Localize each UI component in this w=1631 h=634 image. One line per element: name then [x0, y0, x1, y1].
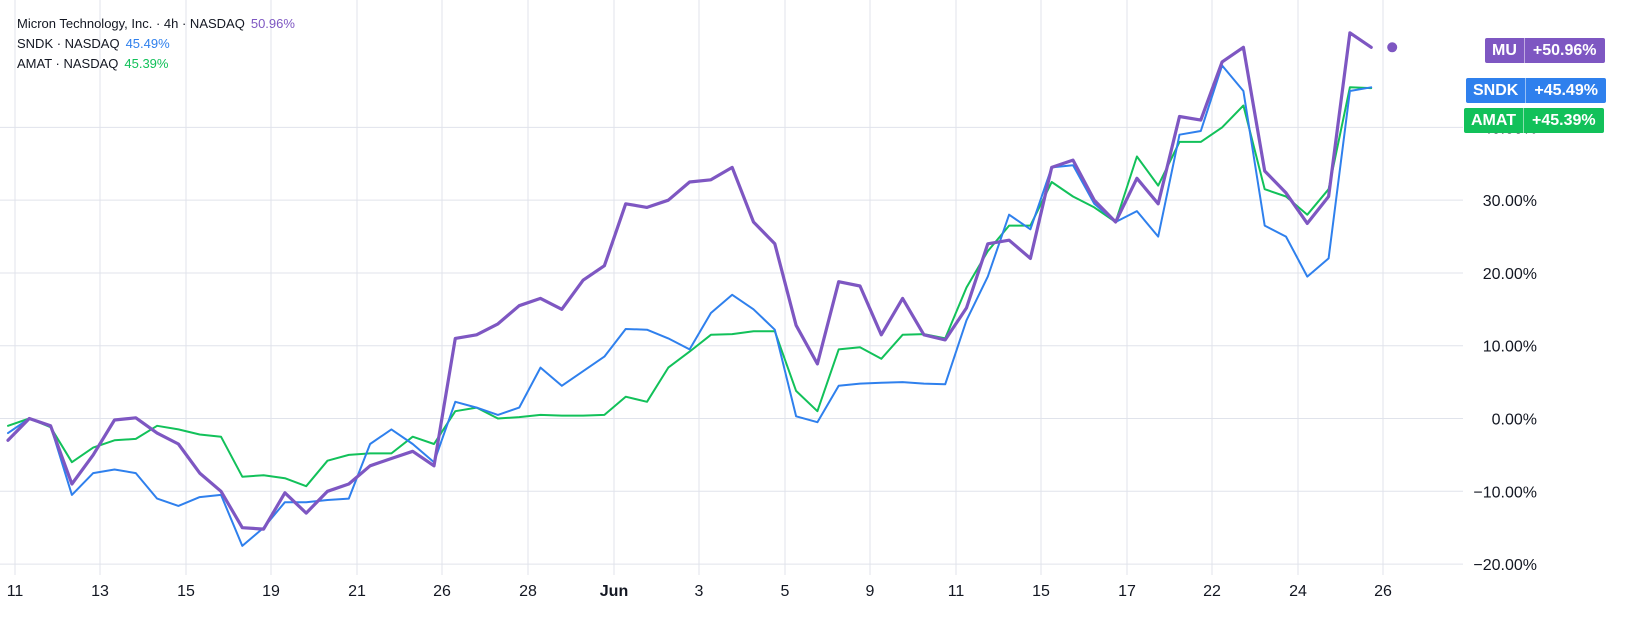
legend-series-value: 45.39%	[124, 56, 169, 71]
y-tick-label: 0.00%	[1492, 412, 1537, 429]
x-tick-label: 21	[348, 583, 366, 600]
x-tick-label: 15	[1032, 583, 1050, 600]
x-tick-label: 5	[781, 583, 790, 600]
y-tick-label: −20.00%	[1473, 557, 1537, 574]
series-line-sndk	[7, 64, 1373, 547]
legend-series-value: 50.96%	[250, 16, 295, 31]
price-tag-value: +50.96%	[1523, 38, 1605, 63]
price-tag-sndk: SNDK +45.49%	[1466, 78, 1606, 103]
legend-series-name: AMAT · NASDAQ	[17, 56, 119, 71]
price-tag-mu: MU +50.96%	[1485, 38, 1605, 63]
price-tag-symbol: SNDK	[1473, 82, 1519, 99]
x-tick-label: 17	[1118, 583, 1136, 600]
series-line-amat	[7, 86, 1373, 488]
x-tick-label: 11	[7, 583, 24, 600]
price-tag-value: +45.49%	[1525, 78, 1606, 103]
legend-item-amat[interactable]: AMAT · NASDAQ 45.39%	[17, 54, 295, 74]
x-tick-label: 15	[177, 583, 195, 600]
x-tick-label: 3	[695, 583, 704, 600]
x-tick-label: 26	[433, 583, 451, 600]
price-tag-symbol: AMAT	[1471, 112, 1517, 129]
legend-item-sndk[interactable]: SNDK · NASDAQ 45.49%	[17, 34, 295, 54]
price-tag-symbol: MU	[1492, 42, 1517, 59]
x-tick-label: 19	[262, 583, 280, 600]
legend-series-name: Micron Technology, Inc. · 4h · NASDAQ	[17, 16, 245, 31]
x-tick-label: 22	[1203, 583, 1221, 600]
price-tag-amat: AMAT +45.39%	[1464, 108, 1604, 133]
x-tick-label: Jun	[600, 583, 628, 600]
x-tick-label: 26	[1374, 583, 1392, 600]
y-tick-label: 10.00%	[1483, 339, 1537, 356]
legend: Micron Technology, Inc. · 4h · NASDAQ 50.…	[17, 14, 295, 74]
legend-series-name: SNDK · NASDAQ	[17, 36, 120, 51]
price-tag-value: +45.39%	[1523, 108, 1604, 133]
x-tick-label: 24	[1289, 583, 1307, 600]
x-tick-label: 28	[519, 583, 537, 600]
y-tick-label: 20.00%	[1483, 266, 1537, 283]
legend-item-mu[interactable]: Micron Technology, Inc. · 4h · NASDAQ 50.…	[17, 14, 295, 34]
x-tick-label: 13	[91, 583, 109, 600]
y-tick-label: −10.00%	[1473, 484, 1537, 501]
legend-series-value: 45.49%	[125, 36, 170, 51]
x-tick-label: 11	[948, 583, 965, 600]
series-line-mu	[6, 31, 1373, 531]
y-tick-label: 30.00%	[1483, 193, 1537, 210]
x-tick-label: 9	[866, 583, 875, 600]
series-last-point-mu	[1387, 42, 1398, 53]
